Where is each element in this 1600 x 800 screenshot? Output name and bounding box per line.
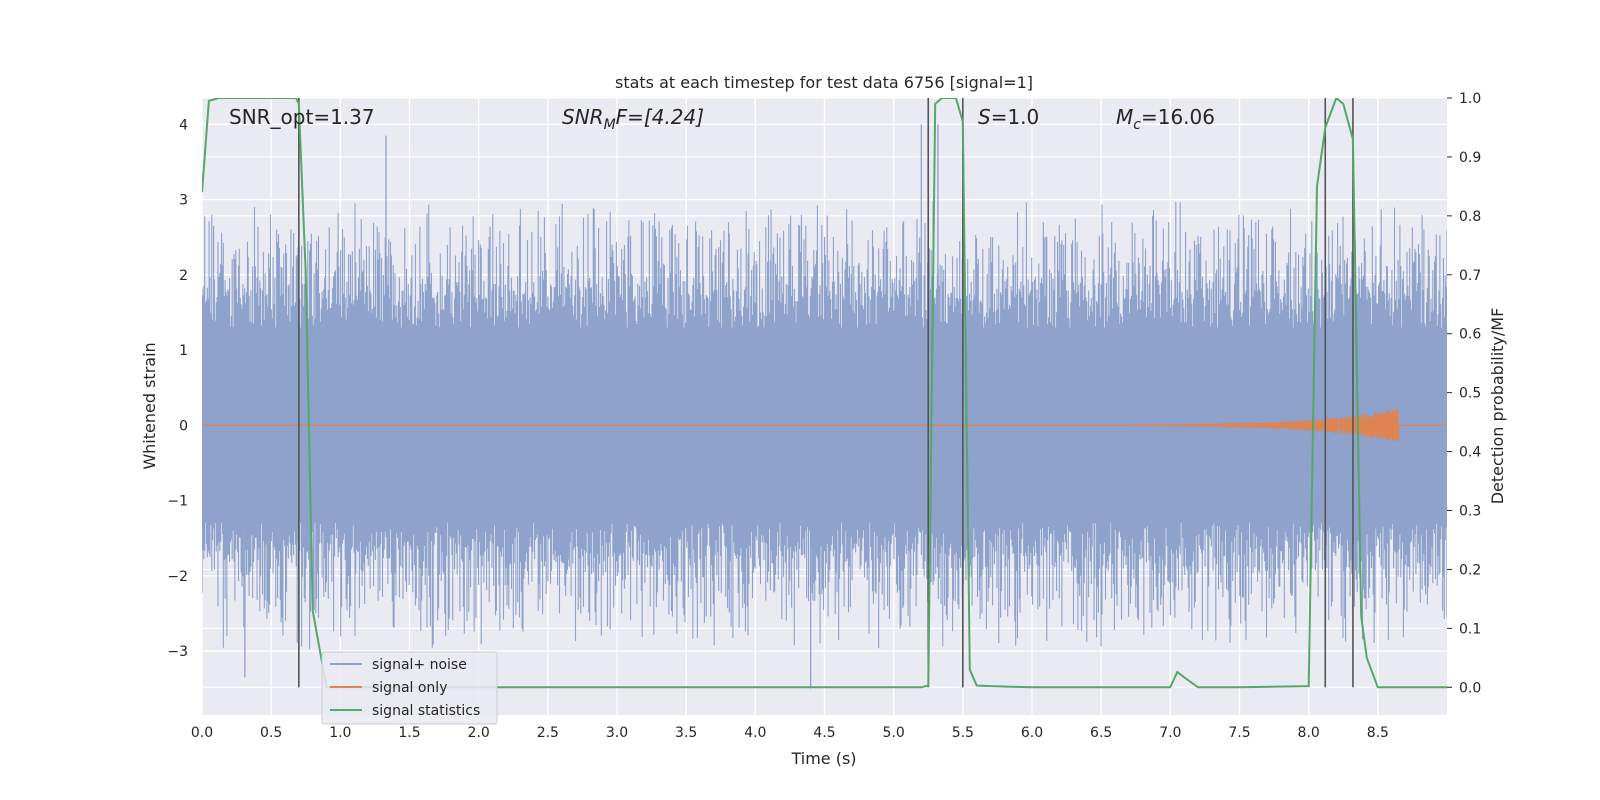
x-tick-label: 4.0 [744, 725, 766, 741]
y-right-tick-label: 0.8 [1459, 209, 1481, 225]
annotation-mc: Mc=16.06 [1116, 105, 1215, 133]
annotation-mc-rest: =16.06 [1141, 105, 1215, 129]
vertical-markers [298, 98, 1354, 688]
y-right-tick-label: 0.1 [1459, 621, 1481, 637]
y-left-tick-label: 3 [179, 193, 188, 209]
x-tick-label: 0.5 [260, 725, 282, 741]
y-left-tick-label: 2 [179, 268, 188, 284]
x-tick-label: 6.5 [1090, 725, 1112, 741]
annotation-snr-opt: SNR_opt=1.37 [229, 105, 375, 129]
x-tick-label: 1.0 [329, 725, 351, 741]
annotation-s-rest: =1.0 [991, 105, 1040, 129]
chart-title: stats at each timestep for test data 675… [615, 73, 1033, 92]
x-tick-labels: 0.0 0.5 1.0 1.5 2.0 2.5 3.0 3.5 4.0 4.5 5.0 5.5 6.0 6… [191, 725, 1389, 741]
y-right-tick-label: 0.0 [1459, 680, 1481, 696]
y-right-tick-label: 1.0 [1459, 91, 1481, 107]
y-right-tick-label: 0.7 [1459, 268, 1481, 284]
y-right-tick-label: 0.9 [1459, 150, 1481, 166]
y-left-axis-label: Whitened strain [140, 342, 159, 469]
x-tick-label: 7.5 [1228, 725, 1250, 741]
statistics-line [202, 98, 1447, 689]
x-tick-label: 2.0 [468, 725, 490, 741]
legend: signal+ noise signal only signal statist… [321, 651, 498, 725]
annotation-snr-mf: SNRMF=[4.24] [562, 105, 704, 133]
annotation-s-base: S [978, 105, 991, 129]
x-tick-label: 5.0 [883, 725, 905, 741]
legend-label-signal-only: signal only [372, 680, 447, 696]
y-left-tick-label: 4 [179, 117, 188, 133]
annotation-mc-base: M [1116, 105, 1133, 129]
y-right-tick-labels: 1.0 0.9 0.8 0.7 0.6 0.5 0.4 0.3 0.2 0.1 0.0 [1447, 91, 1481, 696]
x-tick-label: 3.5 [675, 725, 697, 741]
x-tick-label: 4.5 [813, 725, 835, 741]
y-left-tick-label: −2 [167, 569, 188, 585]
y-right-tick-label: 0.3 [1459, 504, 1481, 520]
x-tick-label: 8.5 [1367, 725, 1389, 741]
y-right-tick-label: 0.4 [1459, 445, 1481, 461]
annotation-s: S=1.0 [978, 105, 1039, 129]
annotation-snr-mf-sub: M [604, 117, 616, 133]
y-right-tick-label: 0.6 [1459, 327, 1481, 343]
y-left-tick-label: 1 [179, 343, 188, 359]
x-tick-label: 8.0 [1298, 725, 1320, 741]
y-left-tick-label: 0 [179, 418, 188, 434]
x-tick-label: 5.5 [952, 725, 974, 741]
y-left-tick-label: −3 [167, 644, 188, 660]
annotation-snr-mf-rest: F=[4.24] [616, 105, 704, 129]
legend-box [321, 651, 498, 725]
x-tick-label: 7.0 [1159, 725, 1181, 741]
y-right-tick-label: 0.2 [1459, 562, 1481, 578]
x-tick-label: 3.0 [606, 725, 628, 741]
y-right-axis-label: Detection probability/MF [1488, 308, 1507, 505]
annotation-mc-sub: c [1133, 117, 1141, 133]
legend-label-signal-noise: signal+ noise [372, 657, 467, 673]
x-tick-label: 6.0 [1021, 725, 1043, 741]
legend-label-signal-statistics: signal statistics [372, 703, 480, 719]
y-left-tick-label: −1 [167, 494, 188, 510]
x-tick-label: 0.0 [191, 725, 213, 741]
series-signal-statistics [202, 98, 1447, 689]
annotation-snr-mf-base: SNR [562, 105, 604, 129]
x-tick-label: 1.5 [398, 725, 420, 741]
y-left-tick-labels: 4 3 2 1 0 −1 −2 −3 [167, 117, 188, 660]
x-tick-label: 2.5 [537, 725, 559, 741]
y-right-tick-label: 0.5 [1459, 386, 1481, 402]
x-axis-label: Time (s) [790, 749, 856, 768]
